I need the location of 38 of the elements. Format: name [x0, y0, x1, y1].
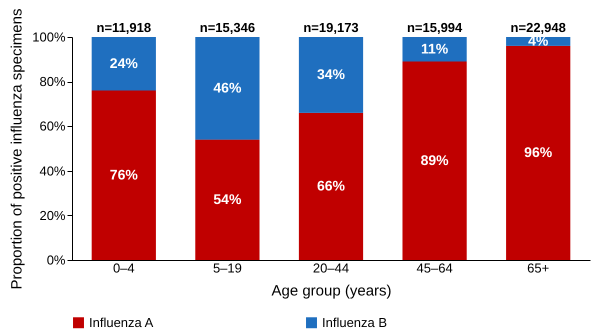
data-label: 76%: [110, 166, 138, 182]
y-tick-label: 80%: [39, 74, 66, 90]
bar: [92, 37, 156, 91]
bar: [402, 62, 467, 260]
x-axis-title: Age group (years): [271, 282, 392, 300]
data-label: 96%: [524, 144, 553, 160]
y-tick-label: 0%: [46, 252, 66, 268]
bar: [298, 112, 364, 260]
x-tick-label: 65+: [527, 260, 550, 276]
data-label: 34%: [316, 66, 346, 82]
bar: [298, 37, 364, 113]
y-tick-label: 20%: [39, 208, 66, 223]
annotation: n=11,918: [96, 20, 152, 35]
annotation: n=22,948: [510, 20, 566, 35]
legend-label: Influenza B: [322, 314, 388, 330]
bar: [402, 37, 467, 62]
x-tick-label: 0–4: [112, 260, 135, 276]
y-tick-label: 100%: [32, 30, 66, 44]
annotation: n=15,346: [200, 20, 256, 35]
x-tick-label: 45–64: [416, 260, 453, 276]
data-label: 24%: [110, 54, 138, 71]
bar: [92, 90, 156, 260]
x-tick-label: 5–19: [212, 260, 242, 276]
x-tick-label: 20–44: [312, 260, 350, 276]
data-label: 11%: [420, 40, 449, 56]
data-label: 89%: [420, 152, 450, 168]
bar: [195, 140, 260, 260]
legend-label: Influenza A: [89, 314, 154, 330]
data-label: 66%: [316, 177, 346, 194]
bar: [195, 37, 260, 140]
y-axis-title: Proportion of positive influenza specimens: [8, 8, 26, 290]
data-label: 46%: [213, 79, 242, 96]
annotation: n=19,173: [303, 20, 359, 35]
data-label: 54%: [213, 190, 242, 207]
bar: [506, 46, 570, 260]
y-tick-label: 40%: [39, 163, 66, 178]
annotation: n=15,994: [406, 20, 464, 35]
y-tick-label: 60%: [39, 118, 66, 134]
